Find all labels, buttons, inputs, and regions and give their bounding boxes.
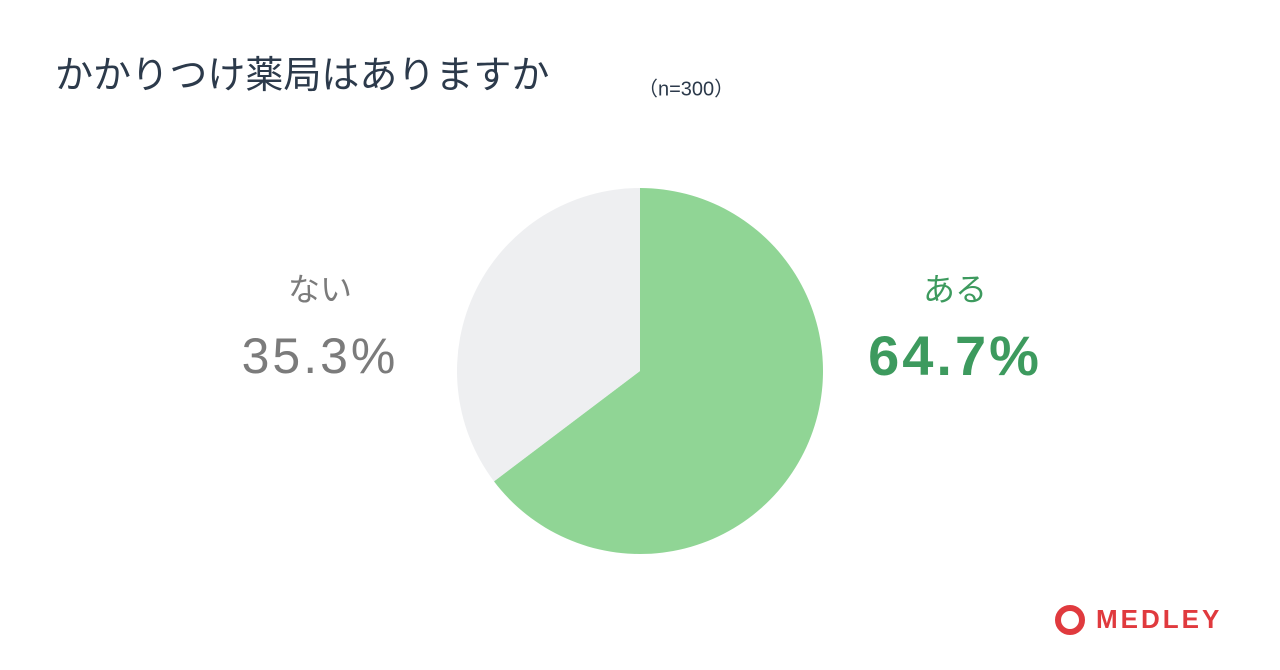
value-label: 64.7% [868, 324, 1042, 387]
chart-subtitle: （n=300） [638, 77, 734, 100]
logo-text: MEDLEY [1096, 604, 1222, 634]
pie-slice [457, 188, 640, 482]
logo: MEDLEY [1055, 604, 1222, 635]
value-label: 35.3% [242, 328, 399, 384]
category-label: ない [288, 271, 352, 307]
category-label: ある [923, 271, 987, 307]
chart-title: かかりつけ薬局はありますか [55, 55, 549, 97]
logo-icon [1055, 605, 1085, 635]
pie-slice [494, 188, 823, 554]
